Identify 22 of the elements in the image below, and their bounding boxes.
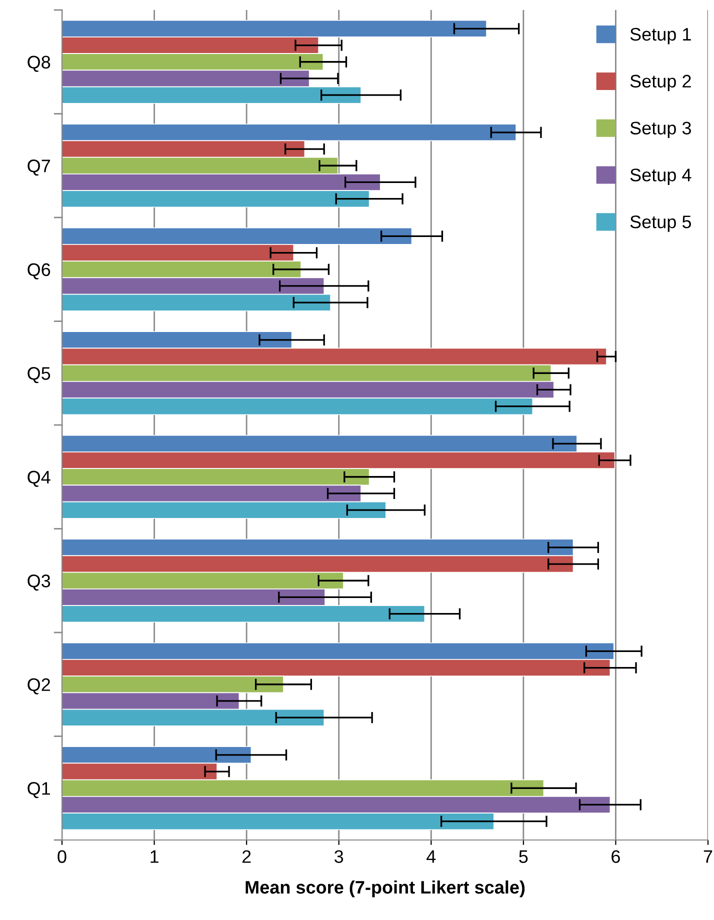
y-tick-label: Q8 [28, 56, 50, 72]
y-tick-label: Q2 [28, 678, 50, 694]
legend-label: Setup 2 [630, 74, 691, 92]
y-tick-label: Q5 [28, 367, 50, 384]
x-tick-label: 0 [58, 850, 66, 863]
legend-label: Setup 1 [630, 28, 691, 44]
x-tick-label: 1 [150, 850, 158, 863]
x-tick-label: 5 [519, 850, 528, 863]
y-tick-label: Q1 [28, 782, 50, 798]
x-tick-label: 7 [704, 850, 712, 863]
x-axis-title: Mean score (7-point Likert scale) [246, 880, 525, 898]
x-tick-label: 6 [612, 850, 620, 863]
legend-label: Setup 5 [630, 216, 691, 232]
x-tick-label: 3 [334, 850, 344, 863]
y-tick-label: Q3 [28, 574, 50, 591]
legend-label: Setup 4 [630, 168, 692, 185]
y-tick-label: Q7 [28, 160, 50, 176]
x-tick-label: 2 [242, 850, 251, 863]
y-tick-label: Q6 [28, 263, 50, 280]
x-tick-label: 4 [426, 850, 436, 863]
legend-label: Setup 3 [630, 122, 691, 138]
y-tick-label: Q4 [28, 470, 50, 487]
